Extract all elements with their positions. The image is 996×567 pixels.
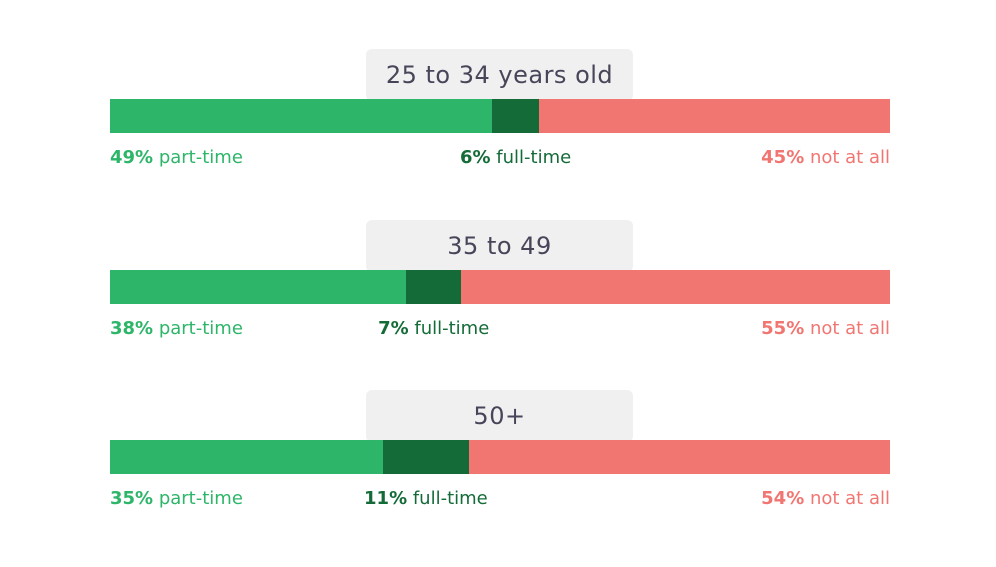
value-label-full-time: 6% full-time [460, 147, 571, 168]
value-label-part-time: 35% part-time [110, 488, 243, 509]
bar-segment-part-time [110, 270, 407, 304]
category-label: 35 to 49 [366, 220, 633, 272]
series-name: full-time [490, 147, 572, 168]
value-labels: 35% part-time 11% full-time 54% not at all [110, 488, 890, 514]
series-name: part-time [153, 147, 243, 168]
bar-segment-full-time [406, 270, 461, 304]
percent-value: 45% [761, 147, 805, 168]
value-labels: 49% part-time 6% full-time 45% not at all [110, 147, 890, 173]
bar-segment-part-time [110, 440, 383, 474]
series-name: not at all [804, 318, 890, 339]
value-labels: 38% part-time 7% full-time 55% not at all [110, 318, 890, 344]
value-label-full-time: 11% full-time [364, 488, 488, 509]
percent-value: 35% [110, 488, 154, 509]
percent-value: 55% [761, 318, 805, 339]
percent-value: 11% [364, 488, 408, 509]
value-label-not-at-all: 45% not at all [761, 147, 890, 168]
percent-value: 6% [459, 147, 491, 168]
series-name: full-time [408, 318, 490, 339]
series-name: part-time [153, 318, 243, 339]
percent-value: 38% [110, 318, 154, 339]
value-label-not-at-all: 55% not at all [761, 318, 890, 339]
bar-segment-not-at-all [468, 440, 890, 474]
series-name: full-time [407, 488, 488, 509]
stacked-bar [110, 270, 890, 304]
category-label: 25 to 34 years old [366, 49, 633, 101]
bar-segment-part-time [110, 99, 493, 133]
stacked-bar [110, 440, 890, 474]
value-label-full-time: 7% full-time [378, 318, 489, 339]
series-name: not at all [804, 488, 890, 509]
percent-value: 54% [761, 488, 805, 509]
series-name: part-time [153, 488, 243, 509]
bar-segment-not-at-all [538, 99, 890, 133]
percent-value: 49% [110, 147, 154, 168]
bar-segment-full-time [492, 99, 539, 133]
series-name: not at all [804, 147, 890, 168]
percent-value: 7% [378, 318, 409, 339]
value-label-not-at-all: 54% not at all [761, 488, 890, 509]
bar-segment-full-time [383, 440, 469, 474]
value-label-part-time: 49% part-time [110, 147, 243, 168]
value-label-part-time: 38% part-time [110, 318, 243, 339]
bar-segment-not-at-all [460, 270, 890, 304]
stacked-bar [110, 99, 890, 133]
category-label: 50+ [366, 390, 633, 442]
